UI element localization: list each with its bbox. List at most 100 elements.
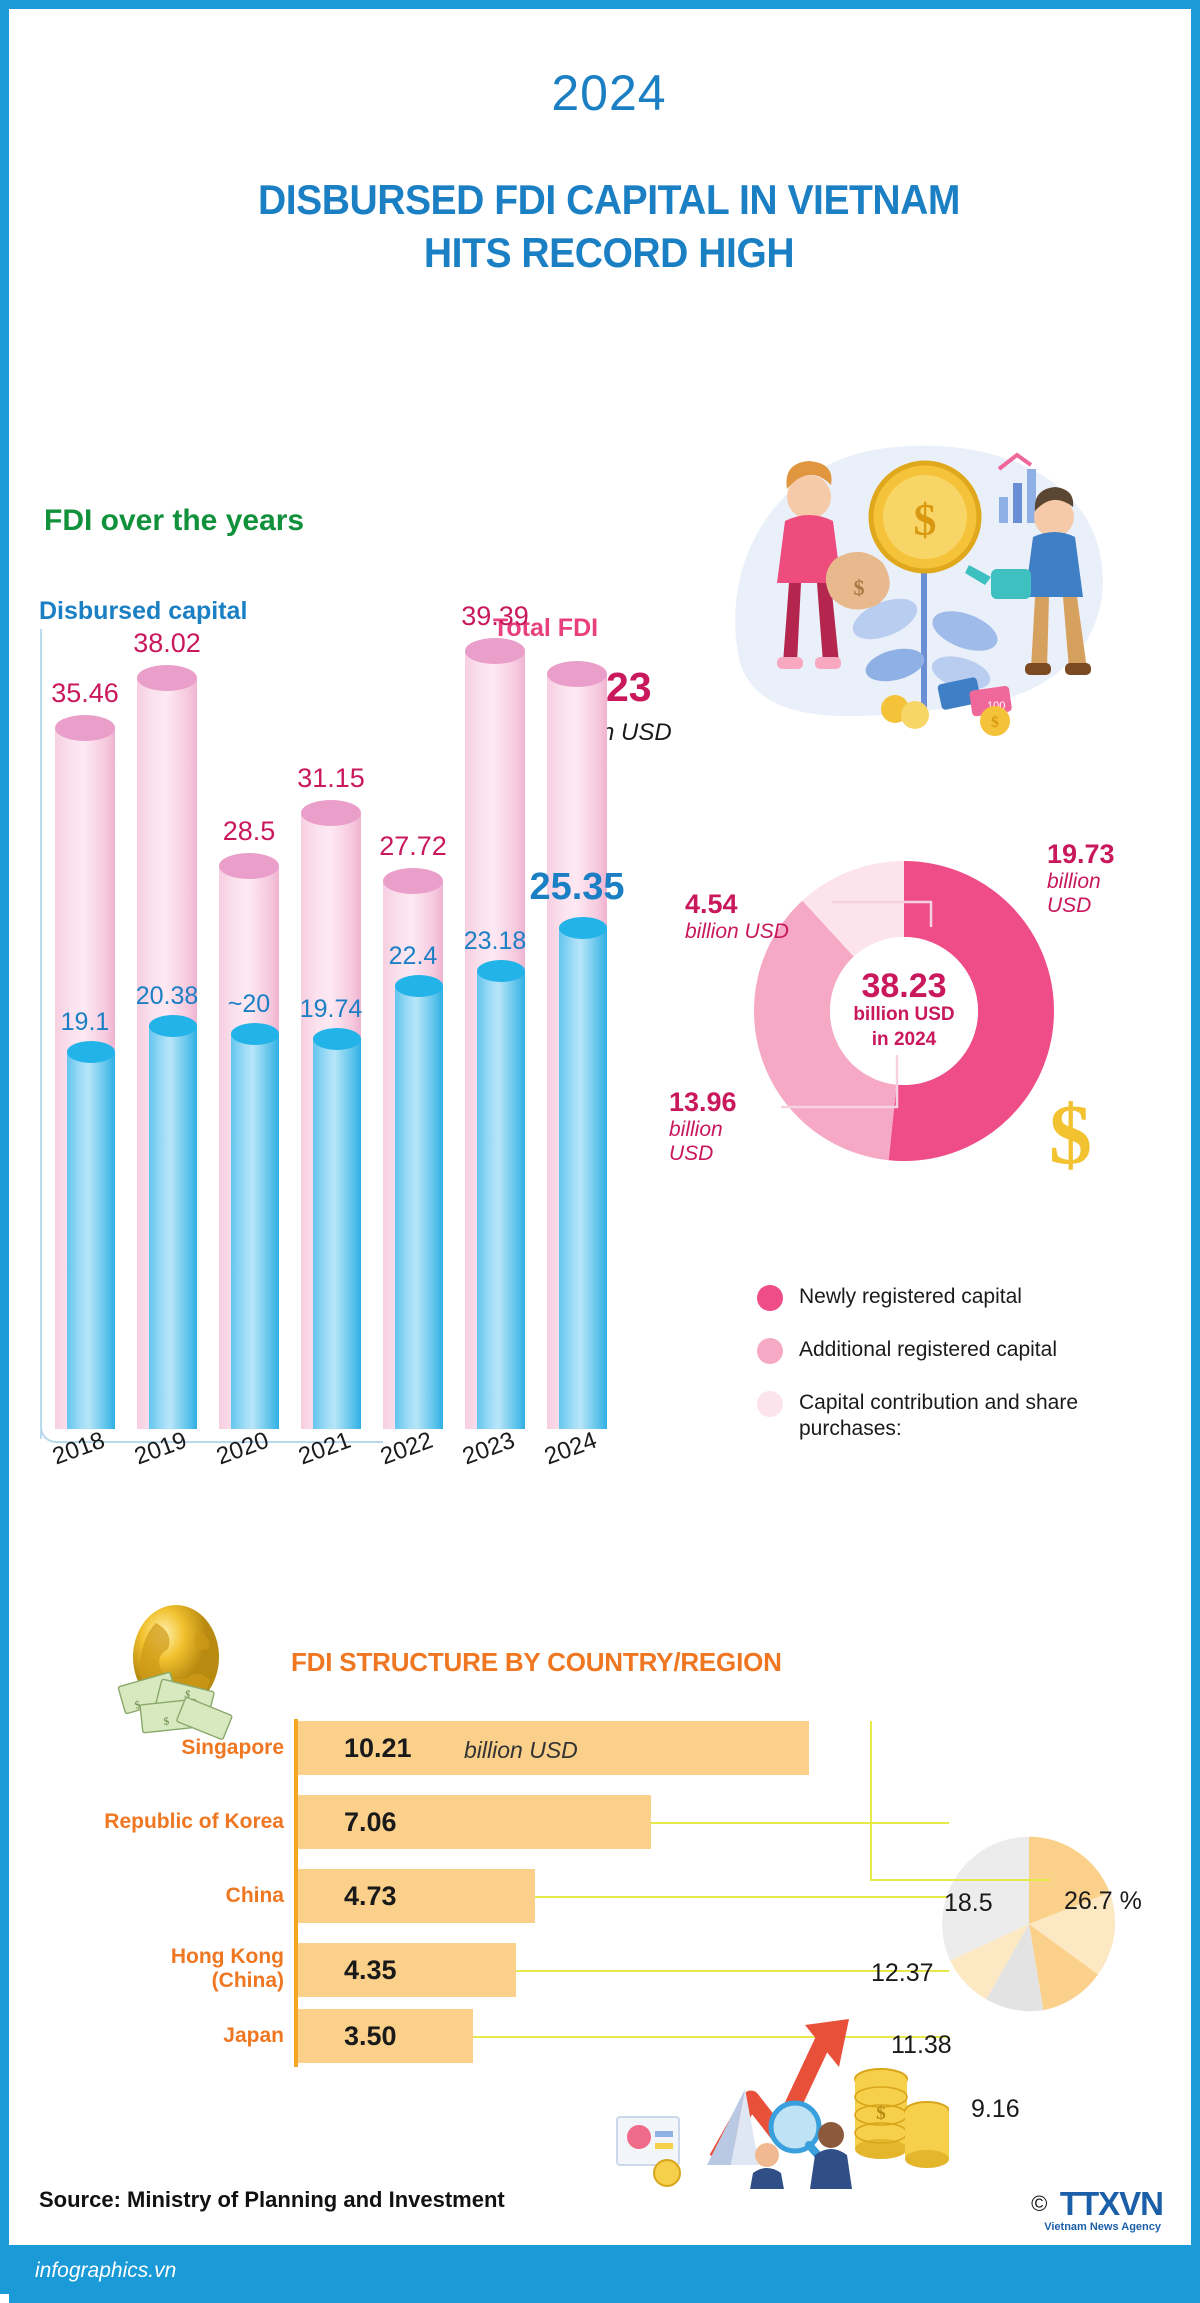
section-fdi-over-years-title: FDI over the years	[44, 504, 305, 537]
donut-legend-item: Additional registered capital	[757, 1337, 1177, 1364]
country-name-label: Republic of Korea	[104, 1810, 284, 1833]
hero-illustration: $ $ 100 $	[735, 445, 1103, 736]
svg-text:$: $	[134, 1699, 143, 1712]
disbursed-bracket-line	[40, 629, 42, 1439]
country-leader-line	[515, 1970, 949, 1972]
donut-label-contrib-value: 4.54	[685, 889, 738, 919]
disbursed-capital-bar	[231, 1022, 279, 1429]
donut-label-additional-unit2: USD	[669, 1142, 714, 1166]
legend-color-swatch	[757, 1285, 783, 1311]
pie-slice-singapore	[1029, 1836, 1110, 1924]
country-bar	[298, 1869, 535, 1923]
disbursed-bracket-bottom	[73, 1441, 383, 1443]
disbursed-capital-value-label: ~20	[227, 989, 271, 1018]
donut-slice-additional-registered	[754, 861, 1054, 1161]
svg-text:$: $	[163, 1715, 170, 1728]
year-axis-label: 2019	[131, 1426, 191, 1471]
footer-url: infographics.vn	[35, 2259, 177, 2282]
donut-label-newly-value: 19.73	[1047, 839, 1115, 869]
donut-legend: Newly registered capital Additional regis…	[757, 1284, 1177, 1469]
country-name-line2: (China)	[211, 1969, 284, 1993]
disbursed-capital-bar	[395, 975, 443, 1429]
legend-disbursed-capital: Disbursed capital	[39, 597, 248, 625]
disbursed-bracket-corner	[40, 1409, 74, 1443]
country-bar	[298, 2009, 473, 2063]
donut-label-additional-unit1: billion	[669, 1118, 723, 1141]
country-value-label: 10.21	[344, 1733, 412, 1763]
footer-bar	[9, 2245, 1200, 2303]
country-bar	[298, 1721, 809, 1775]
legend-item-label: Additional registered capital	[799, 1338, 1057, 1361]
country-bar	[298, 1795, 651, 1849]
year-axis-label: 2022	[377, 1426, 437, 1471]
growth-chart-illustration: $	[616, 2019, 949, 2189]
donut-label-newly-unit1: billion	[1047, 870, 1101, 893]
country-share-percent-label: 18.5	[944, 1889, 993, 1917]
donut-label-capital-contribution: 4.54 billion USD	[685, 889, 789, 944]
donut-label-additional-value: 13.96	[669, 1087, 737, 1117]
year-axis-label: 2020	[213, 1426, 273, 1471]
country-value-label: 4.35	[344, 1955, 397, 1985]
country-value-label: 7.06	[344, 1807, 397, 1837]
disbursed-capital-bar	[477, 959, 525, 1429]
total-fdi-value-label: 39.39	[461, 600, 529, 631]
disbursed-capital-value-label: 22.4	[388, 942, 438, 971]
disbursed-capital-value-label: 19.1	[60, 1007, 110, 1036]
page-year: 2024	[551, 65, 667, 121]
section-country-structure-title: FDI STRUCTURE BY COUNTRY/REGION	[291, 1647, 782, 1677]
fdi-country-bar-chart: Singapore 10.21 billion USD Republic of Kor…	[9, 1709, 1200, 2089]
globe-money-icon: $ $ $	[117, 1605, 233, 1740]
country-share-pie-chart	[942, 1836, 1116, 2012]
copyright-symbol: ©	[1031, 2191, 1048, 2216]
source-note: Source: Ministry of Planning and Investm…	[39, 2187, 505, 2212]
pie-slice-others	[942, 1836, 1029, 1961]
disbursed-capital-bar	[559, 917, 607, 1429]
donut-label-contrib-unit1: billion USD	[685, 920, 789, 943]
country-leader-line	[651, 1822, 949, 1824]
page-title: DISBURSED FDI CAPITAL IN VIETNAM HITS RE…	[51, 174, 1167, 279]
svg-text:$: $	[876, 2103, 886, 2124]
total-fdi-value-label: 35.46	[51, 678, 119, 709]
donut-label-additional-registered: 13.96 billion USD	[669, 1087, 737, 1166]
country-name-label: Hong Kong (China)	[24, 1945, 284, 1993]
total-fdi-value-label: 27.72	[379, 831, 447, 862]
country-leader-line	[534, 1896, 949, 1898]
year-axis-label: 2018	[49, 1426, 109, 1471]
legend-color-swatch	[757, 1338, 783, 1364]
svg-text:$: $	[183, 1688, 192, 1701]
country-share-percent-label: 11.38	[891, 2031, 952, 2059]
donut-legend-item: Newly registered capital	[757, 1284, 1177, 1311]
legend-color-swatch	[757, 1391, 783, 1417]
country-leader-line	[473, 2036, 949, 2038]
pie-slice-japan	[950, 1924, 1029, 2000]
year-axis-label: 2021	[295, 1426, 355, 1471]
agency-name: TTXVN	[1059, 2185, 1164, 2222]
donut-label-newly-unit2: USD	[1047, 894, 1092, 918]
country-share-percent-label: 26.7 %	[1064, 1887, 1142, 1915]
page-title-line2: HITS RECORD HIGH	[423, 228, 795, 276]
total-fdi-value-label: 28.5	[222, 815, 276, 846]
country-share-percent-label: 12.37	[871, 1959, 934, 1987]
fdi-years-bar-chart: 35.46 19.1 2018 38.02 20.38 2019 28.5 ~20 2020 31…	[9, 479, 729, 1519]
legend-total-fdi: Total FDI	[493, 614, 599, 642]
donut-label-newly-registered: 19.73 billion USD	[1047, 839, 1115, 918]
pie-slice-korea	[1029, 1892, 1116, 1975]
total-fdi-value-label: 31.15	[297, 763, 365, 794]
disbursed-capital-bar	[313, 1027, 361, 1429]
country-value-label: 3.50	[344, 2021, 397, 2051]
pie-slice-hongkong	[986, 1924, 1044, 2012]
page-title-line1: DISBURSED FDI CAPITAL IN VIETNAM	[258, 176, 960, 223]
svg-text:$: $	[914, 494, 937, 545]
disbursed-capital-value-label: 19.74	[299, 994, 363, 1023]
country-bar	[298, 1943, 516, 1997]
singapore-leader-line-h	[870, 1879, 1050, 1881]
total-fdi-value-label: 38.02	[133, 627, 201, 658]
disbursed-capital-bar	[149, 1015, 197, 1429]
country-value-unit: billion USD	[464, 1737, 578, 1763]
country-name-label: China	[225, 1884, 284, 1907]
svg-text:$: $	[991, 714, 999, 731]
country-name-line1: Hong Kong	[170, 1945, 284, 1968]
donut-slice-capital-contribution	[754, 861, 1054, 1161]
legend-item-label: Newly registered capital	[799, 1285, 1022, 1308]
